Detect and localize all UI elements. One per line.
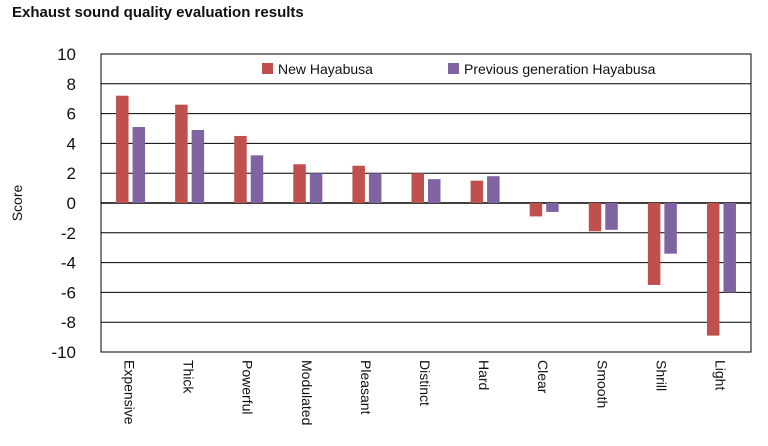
- bar-previous-shrill: [664, 203, 677, 254]
- bar-new-distinct: [411, 173, 424, 203]
- bar-previous-hard: [487, 176, 500, 203]
- bar-previous-powerful: [250, 155, 264, 203]
- bar-previous-smooth: [605, 203, 618, 230]
- y-tick-label: 4: [67, 134, 76, 153]
- bar-previous-thick: [191, 129, 205, 203]
- y-tick-labels: 10 8 6 4 2 0 -2 -4 -6 -8 -10: [51, 45, 76, 362]
- bar-new-smooth: [588, 203, 602, 232]
- bar-new-expensive: [116, 95, 129, 203]
- category-label-smooth: Smooth: [594, 360, 610, 408]
- category-label-expensive: Expensive: [122, 360, 138, 425]
- bar-previous-modulated: [309, 173, 323, 203]
- legend-swatch-previous: [448, 63, 459, 74]
- y-tick-label: 10: [57, 45, 76, 64]
- bar-previous-expensive: [132, 127, 146, 203]
- y-tick-label: 6: [67, 105, 76, 124]
- bar-previous-light: [723, 203, 736, 293]
- y-tick-label: -10: [51, 343, 76, 362]
- category-label-distinct: Distinct: [417, 360, 433, 406]
- category-label-powerful: Powerful: [240, 360, 256, 414]
- y-tick-label: -2: [61, 224, 76, 243]
- chart-title: Exhaust sound quality evaluation results: [12, 4, 304, 21]
- bar-new-clear: [529, 203, 543, 217]
- category-label-thick: Thick: [181, 360, 197, 394]
- bar-new-hard: [470, 180, 484, 203]
- y-tick-label: 0: [67, 194, 76, 213]
- y-tick-label: -6: [61, 283, 76, 302]
- y-tick-label: -8: [61, 313, 76, 332]
- y-axis-title: Score: [9, 185, 25, 222]
- y-tick-label: -4: [61, 254, 76, 273]
- bar-new-pleasant: [352, 165, 365, 203]
- plot-frame: [100, 53, 752, 353]
- category-label-pleasant: Pleasant: [358, 360, 374, 415]
- y-tick-label: 8: [67, 75, 76, 94]
- bar-previous-clear: [546, 203, 559, 212]
- axes: [100, 53, 752, 353]
- category-label-light: Light: [712, 360, 728, 390]
- category-label-clear: Clear: [535, 360, 551, 394]
- bar-previous-distinct: [428, 179, 441, 203]
- bar-new-light: [706, 203, 720, 336]
- category-label-shrill: Shrill: [653, 360, 669, 391]
- category-label-hard: Hard: [476, 360, 492, 390]
- category-label-modulated: Modulated: [299, 360, 315, 425]
- legend-swatch-new: [262, 63, 273, 74]
- legend-label-previous: Previous generation Hayabusa: [464, 61, 656, 77]
- bar-new-powerful: [234, 135, 247, 203]
- category-labels: Expensive Thick Powerful Modulated Pleasant D…: [122, 360, 729, 425]
- legend-label-new: New Hayabusa: [278, 61, 373, 77]
- bars: [116, 95, 736, 336]
- legend: New Hayabusa Previous generation Hayabusa: [262, 61, 656, 77]
- bar-previous-pleasant: [368, 173, 382, 203]
- y-tick-label: 2: [67, 164, 76, 183]
- bar-new-thick: [175, 104, 188, 203]
- bar-new-modulated: [293, 164, 306, 203]
- bar-new-shrill: [647, 203, 661, 285]
